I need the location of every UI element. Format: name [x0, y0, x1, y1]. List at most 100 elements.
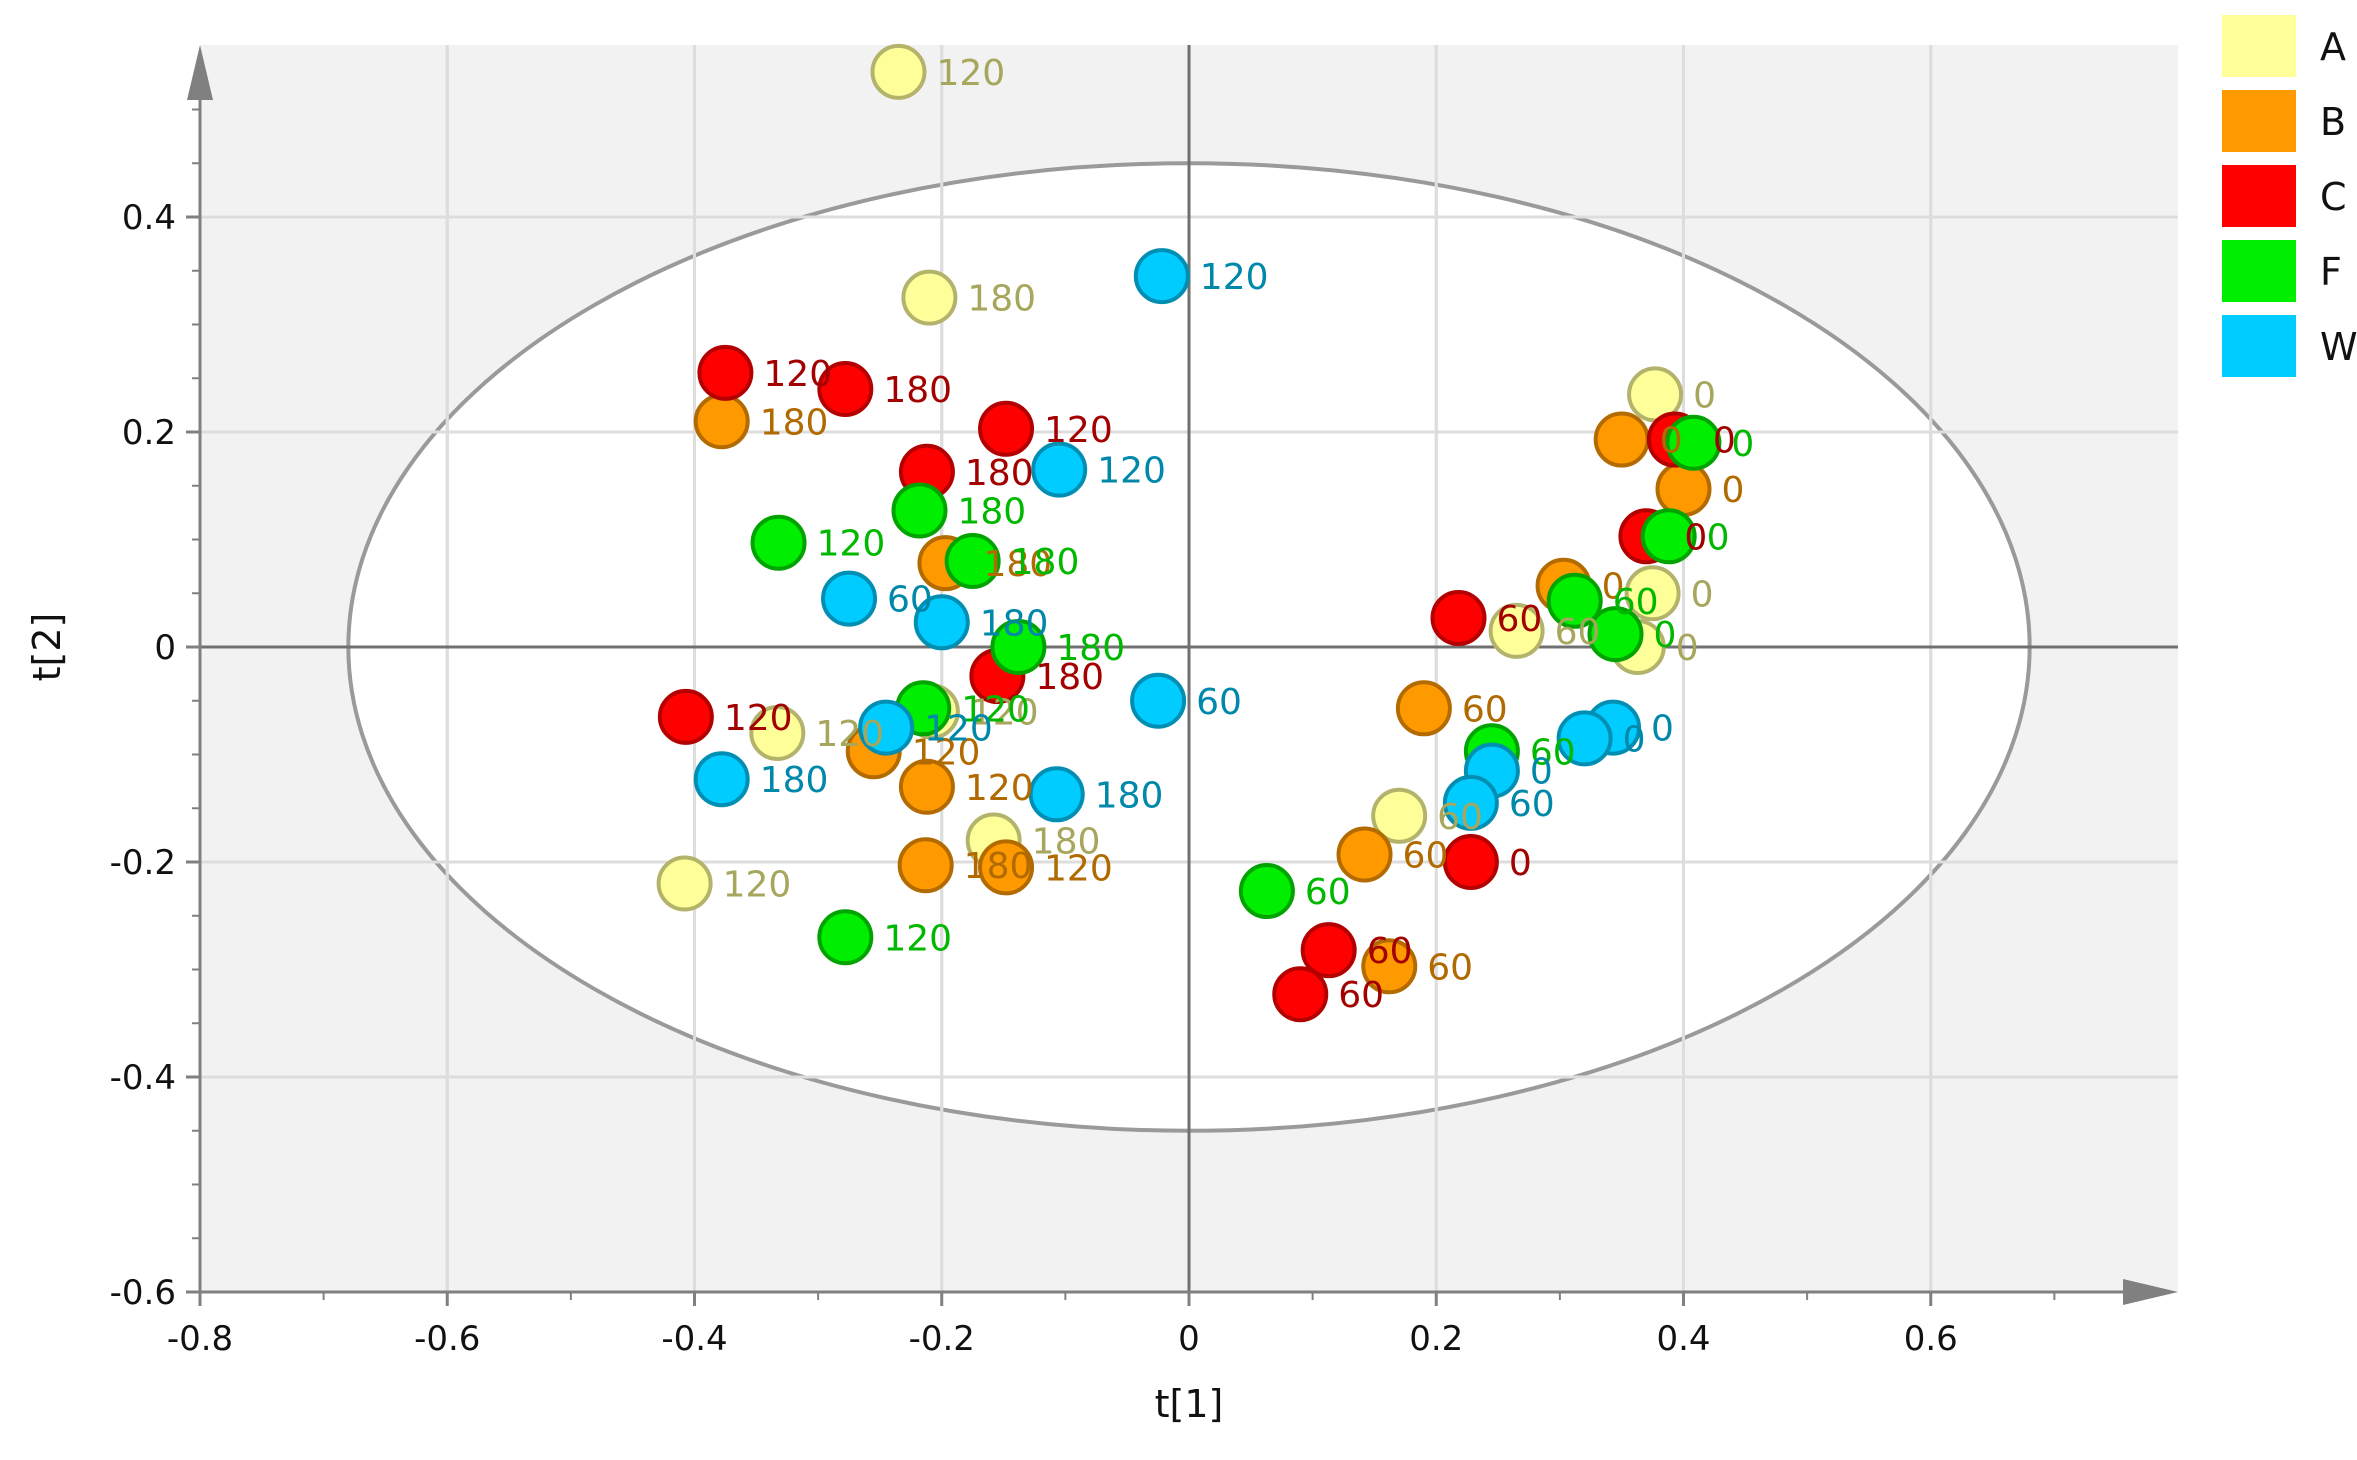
- point-a: [870, 43, 927, 100]
- point-label-b: 180: [760, 402, 829, 443]
- point-label-a: 0: [1693, 375, 1716, 416]
- point-label-f: 0: [1654, 615, 1677, 656]
- point-label-a: 120: [936, 53, 1005, 94]
- point-label-b: 60: [1462, 689, 1508, 730]
- legend-label-a: A: [2320, 25, 2346, 69]
- x-tick-label: 0.6: [1904, 1319, 1958, 1359]
- point-b: [978, 839, 1035, 896]
- point-w: [1028, 766, 1085, 823]
- point-label-c: 180: [1035, 657, 1104, 698]
- point-label-w: 180: [980, 603, 1049, 644]
- point-w: [913, 594, 970, 651]
- x-tick-label: 0: [1178, 1319, 1200, 1359]
- point-label-f: 180: [1011, 542, 1080, 583]
- x-axis-ticks: -0.8 -0.6 -0.4 -0.2 0 0.2 0.4 0.6: [167, 1292, 2056, 1359]
- point-f: [1640, 508, 1697, 565]
- point-f: [750, 514, 807, 571]
- point-b: [1593, 411, 1650, 468]
- point-label-w: 60: [1196, 682, 1242, 723]
- point-a: [1488, 602, 1545, 659]
- point-label-b: 180: [983, 544, 1052, 585]
- x-tick-label: -0.8: [167, 1319, 233, 1359]
- y-tick-label: -0.6: [110, 1273, 176, 1313]
- point-w: [858, 699, 915, 756]
- point-label-b: 0: [1602, 567, 1625, 608]
- point-label-f: 60: [1530, 732, 1576, 773]
- legend-swatch-a: [2222, 15, 2296, 77]
- point-label-b: 180: [964, 846, 1033, 887]
- point-label-a: 180: [1032, 822, 1101, 863]
- point-label-w: 180: [760, 760, 829, 801]
- point-f: [891, 482, 948, 539]
- point-label-c: 0: [1684, 517, 1707, 558]
- point-label-f: 60: [1305, 872, 1351, 913]
- point-label-b: 60: [1427, 947, 1473, 988]
- point-b: [1655, 460, 1712, 517]
- point-label-f: 120: [961, 689, 1030, 730]
- point-a: [1624, 565, 1681, 622]
- point-label-c: 120: [724, 698, 793, 739]
- y-axis-ticks: -0.6 -0.4 -0.2 0 0.2 0.4: [110, 108, 200, 1313]
- legend-swatch-w: [2222, 315, 2296, 377]
- point-label-w: 120: [924, 709, 993, 750]
- point-label-c: 180: [883, 370, 952, 411]
- point-label-w: 60: [887, 580, 933, 621]
- point-b: [898, 758, 955, 815]
- point-c: [1430, 589, 1487, 646]
- point-label-w: 180: [1095, 775, 1164, 816]
- point-label-a: 120: [815, 714, 884, 755]
- point-f: [944, 533, 1001, 589]
- legend-label-f: F: [2320, 250, 2342, 294]
- point-label-f: 180: [1056, 628, 1125, 669]
- point-label-f: 60: [1613, 582, 1659, 623]
- point-w: [1442, 774, 1499, 831]
- legend-label-b: B: [2320, 100, 2346, 144]
- point-label-w: 0: [1651, 709, 1674, 750]
- legend-label-w: W: [2320, 325, 2357, 369]
- point-label-c: 60: [1497, 599, 1543, 640]
- point-label-w: 0: [1530, 752, 1553, 793]
- point-w: [1133, 248, 1190, 305]
- point-label-a: 60: [1555, 612, 1601, 653]
- point-label-a: 0: [1676, 628, 1699, 669]
- point-c: [697, 344, 754, 401]
- point-a: [749, 705, 806, 761]
- point-a: [901, 269, 958, 326]
- y-tick-label: 0.2: [122, 413, 176, 453]
- legend-swatch-b: [2222, 90, 2296, 152]
- point-f: [1665, 414, 1722, 471]
- point-b: [1361, 938, 1418, 995]
- point-label-c: 60: [1367, 931, 1413, 972]
- point-label-b: 0: [1660, 421, 1683, 462]
- point-b: [1336, 826, 1393, 883]
- point-a: [1371, 787, 1428, 844]
- point-label-f: 120: [817, 524, 886, 565]
- y-axis-arrow: [187, 45, 213, 100]
- point-label-w: 120: [1097, 451, 1166, 492]
- point-w: [821, 570, 878, 627]
- point-label-f: 0: [1707, 517, 1730, 558]
- point-b: [1395, 680, 1452, 737]
- point-c: [1272, 966, 1329, 1023]
- point-b: [693, 393, 750, 450]
- point-label-b: 0: [1722, 470, 1745, 511]
- point-label-a: 120: [723, 865, 792, 906]
- x-tick-label: -0.6: [414, 1319, 480, 1359]
- point-label-w: 60: [1509, 784, 1555, 825]
- x-axis-title: t[1]: [1155, 1382, 1224, 1426]
- x-tick-label: 0.4: [1656, 1319, 1710, 1359]
- point-b: [897, 837, 954, 894]
- x-tick-label: -0.4: [661, 1319, 727, 1359]
- point-label-f: 120: [883, 918, 952, 959]
- point-f: [1238, 863, 1295, 920]
- point-f: [817, 909, 874, 966]
- point-label-b: 120: [912, 732, 981, 773]
- point-w: [1031, 441, 1088, 498]
- point-f: [1546, 572, 1603, 629]
- y-tick-label: 0.4: [122, 198, 176, 238]
- point-label-b: 120: [965, 768, 1034, 809]
- point-label-c: 180: [965, 453, 1034, 494]
- point-label-b: 120: [1044, 848, 1113, 889]
